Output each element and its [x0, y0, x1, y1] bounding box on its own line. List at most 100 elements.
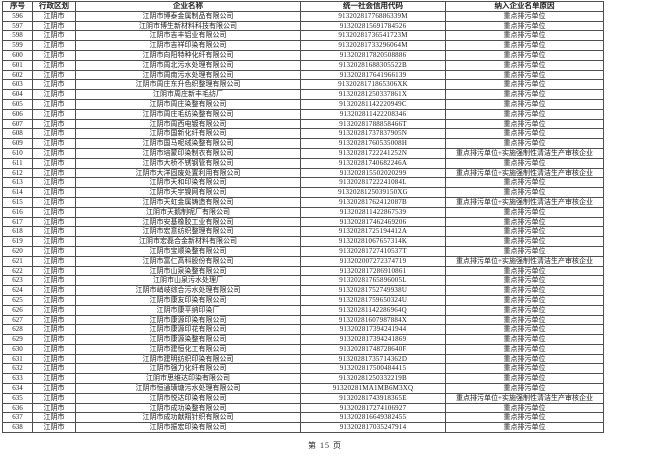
table-row: 626 江阴市 江阴市康平纳印染厂 91320281142286964Q 重点排污单位 — [2, 304, 604, 316]
cell-serial: 598 — [2, 30, 33, 42]
column-header-reason: 纳入企业名单原因 — [445, 1, 604, 12]
cell-company-name: 江阴市建明纺织印染有限公司 — [75, 353, 301, 365]
table-row: 634 江阴市 江阴市恒通璜塘污水处理有限公司 91320281MA1MB6M3XQ 重… — [2, 383, 604, 394]
cell-serial: 635 — [2, 392, 33, 404]
cell-serial: 626 — [2, 304, 33, 316]
cell-reason: 重点排污单位 — [445, 294, 604, 306]
table-row: 617 江阴市 江阴市安基橡胶工业有限公司 913202817462469206 重点排… — [2, 216, 604, 228]
table-row: 638 江阴市 江阴市振宏印染有限公司 913202817035247914 重点排污单… — [2, 422, 604, 434]
cell-credit-code: 913202816649382455 — [300, 412, 446, 424]
cell-company-name: 江阴市吉丰铝业有限公司 — [75, 30, 301, 42]
cell-district: 江阴市 — [32, 118, 76, 130]
cell-reason: 重点排污单位+实施强制性清洁生产审核企业 — [445, 392, 604, 404]
cell-credit-code: 91320281725194412A — [300, 226, 446, 238]
cell-company-name: 江阴市周庄染整有限公司 — [75, 98, 301, 110]
cell-serial: 630 — [2, 343, 33, 355]
cell-company-name: 江阴市国新化纤有限公司 — [75, 128, 301, 140]
cell-serial: 625 — [2, 294, 33, 306]
cell-credit-code: 91320281743918365E — [300, 392, 446, 404]
cell-serial: 600 — [2, 49, 33, 61]
cell-credit-code: 91320281250332219B — [300, 373, 446, 385]
cell-credit-code: 91320281759650324U — [300, 294, 446, 306]
cell-district: 江阴市 — [32, 79, 76, 91]
cell-district: 江阴市 — [32, 128, 76, 140]
cell-district: 江阴市 — [32, 40, 76, 51]
cell-credit-code: 91320281760535008H — [300, 138, 446, 149]
table-row: 630 江阴市 江阴市建恒化工有限公司 91320281748728640F 重点排污单… — [2, 343, 604, 355]
column-header-district: 行政区划 — [32, 1, 76, 12]
cell-reason: 重点排污单位 — [445, 108, 604, 120]
cell-serial: 601 — [2, 59, 33, 71]
cell-credit-code: 913202817286910861 — [300, 265, 446, 277]
table-row: 607 江阴市 江阴市周西电镀有限公司 91320281788858466T 重点排污单… — [2, 118, 604, 130]
cell-serial: 607 — [2, 118, 33, 130]
cell-reason: 重点排污单位+实施强制性清洁生产审核企业 — [445, 147, 604, 159]
cell-company-name: 江阴市康源染整有限公司 — [75, 334, 301, 345]
cell-serial: 604 — [2, 89, 33, 100]
cell-serial: 610 — [2, 147, 33, 159]
cell-reason: 重点排污单位 — [445, 69, 604, 81]
document-page: 序号 行政区划 企业名称 统一社会信用代码 纳入企业名单原因 596 江阴市 江阴市… — [2, 1, 604, 434]
cell-credit-code: 913202817641966139 — [300, 69, 446, 81]
cell-serial: 614 — [2, 187, 33, 198]
page-number-label: 第 15 页 — [308, 441, 342, 450]
cell-district: 江阴市 — [32, 314, 76, 326]
table-row: 622 江阴市 江阴市山泉染整有限公司 913202817286910861 重点排污单… — [2, 265, 604, 277]
cell-serial: 597 — [2, 20, 33, 32]
table-row: 627 江阴市 江阴市康源印染有限公司 91320281607987884X 重点排污单… — [2, 314, 604, 326]
cell-company-name: 江阴市宏意纺织整理有限公司 — [75, 226, 301, 238]
cell-serial: 629 — [2, 334, 33, 345]
cell-credit-code: 91320281722241252N — [300, 147, 446, 159]
table-row: 601 江阴市 江阴市周北污水处理有限公司 91320281688305522B 重点排… — [2, 59, 604, 71]
cell-serial: 632 — [2, 363, 33, 375]
cell-reason: 重点排污单位 — [445, 343, 604, 355]
table-row: 605 江阴市 江阴市周庄染整有限公司 91320281142220949C 重点排污单… — [2, 98, 604, 110]
cell-district: 江阴市 — [32, 334, 76, 345]
enterprise-table: 序号 行政区划 企业名称 统一社会信用代码 纳入企业名单原因 596 江阴市 江阴市… — [2, 1, 604, 434]
cell-company-name: 江阴市强力化纤有限公司 — [75, 363, 301, 375]
cell-reason: 重点排污单位+实施强制性清洁生产审核企业 — [445, 255, 604, 267]
cell-reason: 重点排污单位 — [445, 157, 604, 169]
cell-credit-code: 91320281735714362D — [300, 353, 446, 365]
column-header-serial: 序号 — [2, 1, 33, 12]
table-row: 621 江阴市 江阴市富仁高科股份有限公司 913202007272374719 重点排… — [2, 255, 604, 267]
table-row: 600 江阴市 江阴市向阳特种化纤有限公司 913202817820508886 重点排… — [2, 49, 604, 61]
cell-credit-code: 913202007272374719 — [300, 255, 446, 267]
cell-company-name: 江阴市宏磊合金新材料有限公司 — [75, 236, 301, 247]
cell-serial: 618 — [2, 226, 33, 238]
cell-credit-code: 91320281067657314K — [300, 236, 446, 247]
table-row: 606 江阴市 江阴市周庄毛纺染整有限公司 913202811422208346 重点排… — [2, 108, 604, 120]
column-header-credit-code: 统一社会信用代码 — [300, 1, 446, 12]
cell-serial: 605 — [2, 98, 33, 110]
cell-credit-code: 91320281740682246A — [300, 157, 446, 169]
cell-reason: 重点排污单位 — [445, 187, 604, 198]
cell-reason: 重点排污单位 — [445, 265, 604, 277]
cell-district: 江阴市 — [32, 412, 76, 424]
cell-serial: 619 — [2, 236, 33, 247]
cell-district: 江阴市 — [32, 402, 76, 414]
cell-district: 江阴市 — [32, 265, 76, 277]
table-row: 631 江阴市 江阴市建明纺织印染有限公司 91320281735714362D 重点排… — [2, 353, 604, 365]
cell-company-name: 江阴市周庄东升色织整理有限公司 — [75, 79, 301, 91]
table-row: 619 江阴市 江阴市宏磊合金新材料有限公司 91320281067657314K 重点… — [2, 236, 604, 247]
cell-company-name: 江阴市山泉污水处理厂 — [75, 275, 301, 287]
cell-company-name: 江阴市大洋固废处置利用有限公司 — [75, 167, 301, 179]
cell-company-name: 江阴市富仁高科股份有限公司 — [75, 255, 301, 267]
cell-district: 江阴市 — [32, 30, 76, 42]
cell-company-name: 江阴市宝顺染整有限公司 — [75, 245, 301, 257]
cell-district: 江阴市 — [32, 363, 76, 375]
cell-credit-code: 913202817820508886 — [300, 49, 446, 61]
cell-reason: 重点排污单位 — [445, 334, 604, 345]
cell-district: 江阴市 — [32, 138, 76, 149]
cell-reason: 重点排污单位 — [445, 383, 604, 394]
cell-credit-code: 91320281607987884X — [300, 314, 446, 326]
cell-serial: 624 — [2, 285, 33, 296]
cell-serial: 617 — [2, 216, 33, 228]
cell-credit-code: 91320281733296064M — [300, 40, 446, 51]
cell-company-name: 江阴市山泉染整有限公司 — [75, 265, 301, 277]
cell-credit-code: 91320281688305522B — [300, 59, 446, 71]
cell-credit-code: 913202811422208346 — [300, 108, 446, 120]
cell-credit-code: 913202817462469206 — [300, 216, 446, 228]
cell-company-name: 江阴市博泰金属制品有限公司 — [75, 10, 301, 22]
table-row: 599 江阴市 江阴市吉祥印染有限公司 91320281733296064M 重点排污单… — [2, 40, 604, 51]
